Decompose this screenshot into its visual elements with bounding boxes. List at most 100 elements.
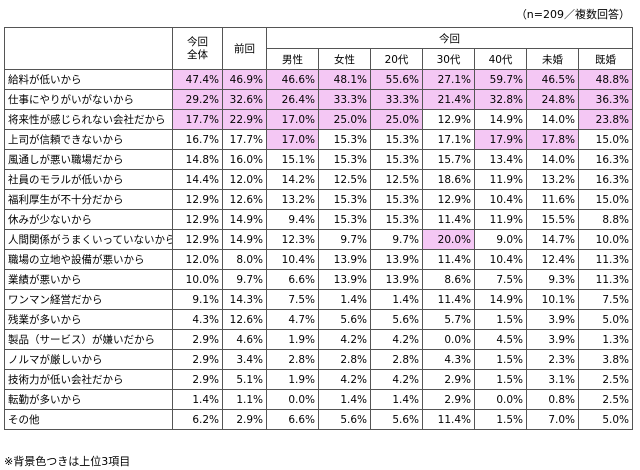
table-cell: 9.1% (172, 289, 223, 310)
table-cell: 1.5% (474, 369, 527, 390)
table-cell: 4.2% (318, 369, 371, 390)
table-cell: 1.4% (318, 289, 371, 310)
row-label: 業績が悪いから (4, 269, 173, 290)
table-cell: 3.9% (526, 309, 579, 330)
table-cell: 1.4% (370, 289, 423, 310)
table-cell: 5.6% (370, 309, 423, 330)
table-cell: 3.4% (222, 349, 267, 370)
table-row: 人間関係がうまくいっていないから 12.9% 14.9% 12.3% 9.7% 9.7% 2… (4, 229, 633, 250)
table-cell: 46.9% (222, 69, 267, 90)
table-cell: 15.3% (318, 209, 371, 230)
table-cell: 6.2% (172, 409, 223, 430)
table-cell: 4.6% (222, 329, 267, 350)
table-cell: 15.3% (370, 149, 423, 170)
table-cell: 1.4% (318, 389, 371, 410)
table-cell: 15.3% (370, 189, 423, 210)
table-cell: 1.1% (222, 389, 267, 410)
table-cell: 11.4% (422, 209, 475, 230)
table-cell: 5.7% (422, 309, 475, 330)
table-cell: 48.8% (578, 69, 633, 90)
header-row-top: 今回 全体 前回 今回 (4, 27, 633, 70)
table-cell: 9.0% (474, 229, 527, 250)
table-cell: 14.9% (474, 289, 527, 310)
table-row: 将来性が感じられない会社だから 17.7% 22.9% 17.0% 25.0% 25.0%… (4, 109, 633, 130)
table-cell: 2.9% (172, 329, 223, 350)
table-row: 社員のモラルが低いから 14.4% 12.0% 14.2% 12.5% 12.5% 18.6… (4, 169, 633, 190)
table-cell: 5.6% (318, 309, 371, 330)
table-cell: 23.8% (578, 109, 633, 130)
table-row: その他 6.2% 2.9% 6.6% 5.6% 5.6% 11.4% 1.5% 7.0% 5.0% (4, 409, 633, 430)
table-cell: 9.7% (318, 229, 371, 250)
table-cell: 11.9% (474, 169, 527, 190)
header-segment: 20代 (370, 48, 423, 70)
table-cell: 5.0% (578, 409, 633, 430)
table-cell: 17.7% (222, 129, 267, 150)
table-cell: 12.0% (172, 249, 223, 270)
table-cell: 2.5% (578, 369, 633, 390)
table-cell: 11.4% (422, 249, 475, 270)
table-cell: 12.3% (266, 229, 319, 250)
table-cell: 4.2% (318, 329, 371, 350)
table-cell: 12.5% (318, 169, 371, 190)
row-label: 職場の立地や設備が悪いから (4, 249, 173, 270)
table-cell: 9.3% (526, 269, 579, 290)
table-cell: 24.8% (526, 89, 579, 110)
table-cell: 8.6% (422, 269, 475, 290)
table-cell: 2.5% (578, 389, 633, 410)
table-row: 休みが少ないから 12.9% 14.9% 9.4% 15.3% 15.3% 11.4% 11.… (4, 209, 633, 230)
table-row: 仕事にやりがいがないから 29.2% 32.6% 26.4% 33.3% 33.3% 21.… (4, 89, 633, 110)
table-cell: 12.9% (422, 189, 475, 210)
table-cell: 5.1% (222, 369, 267, 390)
table-cell: 17.0% (266, 129, 319, 150)
table-cell: 9.7% (222, 269, 267, 290)
table-cell: 9.4% (266, 209, 319, 230)
table-cell: 10.1% (526, 289, 579, 310)
table-cell: 16.7% (172, 129, 223, 150)
header-segment: 未婚 (526, 48, 579, 70)
table-cell: 2.3% (526, 349, 579, 370)
row-label: 仕事にやりがいがないから (4, 89, 173, 110)
table-cell: 15.5% (526, 209, 579, 230)
table-row: 上司が信頼できないから 16.7% 17.7% 17.0% 15.3% 15.3% 17.1… (4, 129, 633, 150)
table-cell: 2.8% (266, 349, 319, 370)
table-cell: 2.9% (422, 389, 475, 410)
header-segment: 女性 (318, 48, 371, 70)
table-cell: 9.7% (370, 229, 423, 250)
corner-cell (4, 27, 173, 70)
table-row: 給料が低いから 47.4% 46.9% 46.6% 48.1% 55.6% 27.1% 59.… (4, 69, 633, 90)
table-cell: 14.0% (526, 149, 579, 170)
table-cell: 25.0% (370, 109, 423, 130)
table-cell: 46.5% (526, 69, 579, 90)
table-cell: 15.1% (266, 149, 319, 170)
table-cell: 12.6% (222, 189, 267, 210)
table-cell: 15.3% (370, 209, 423, 230)
table-cell: 14.3% (222, 289, 267, 310)
table-cell: 17.1% (422, 129, 475, 150)
table-cell: 27.1% (422, 69, 475, 90)
table-cell: 6.6% (266, 409, 319, 430)
table-cell: 17.8% (526, 129, 579, 150)
table-cell: 17.7% (172, 109, 223, 130)
table-cell: 4.3% (172, 309, 223, 330)
table-cell: 3.9% (526, 329, 579, 350)
table-cell: 14.0% (526, 109, 579, 130)
row-label: 技術力が低い会社だから (4, 369, 173, 390)
table-cell: 12.9% (172, 209, 223, 230)
table-cell: 1.4% (172, 389, 223, 410)
table-cell: 15.3% (318, 149, 371, 170)
table-cell: 17.9% (474, 129, 527, 150)
row-label: ワンマン経営だから (4, 289, 173, 310)
table-cell: 33.3% (370, 89, 423, 110)
row-label: 福利厚生が不十分だから (4, 189, 173, 210)
table-cell: 4.5% (474, 329, 527, 350)
table-cell: 0.8% (526, 389, 579, 410)
table-cell: 1.9% (266, 329, 319, 350)
table-cell: 59.7% (474, 69, 527, 90)
table-cell: 15.3% (318, 129, 371, 150)
highlight-footnote: ※背景色つきは上位3項目 (4, 455, 131, 468)
table-cell: 2.9% (172, 369, 223, 390)
table-cell: 13.9% (318, 269, 371, 290)
table-cell: 16.3% (578, 169, 633, 190)
table-row: 製品（サービス）が嫌いだから 2.9% 4.6% 1.9% 4.2% 4.2% 0.0% 4.… (4, 329, 633, 350)
table-row: ワンマン経営だから 9.1% 14.3% 7.5% 1.4% 1.4% 11.4% 14.9%… (4, 289, 633, 310)
